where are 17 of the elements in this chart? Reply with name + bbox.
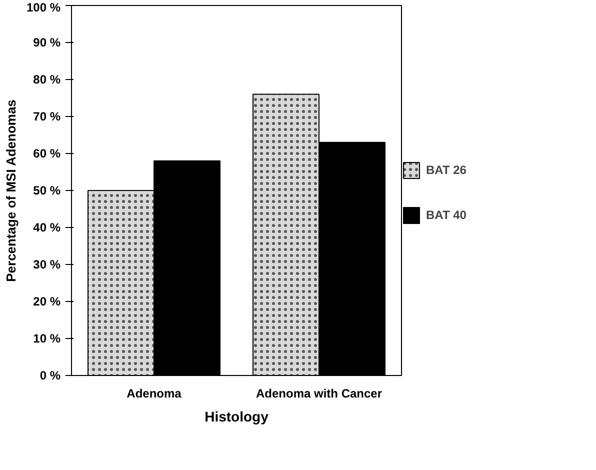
x-tick-label: Adenoma with Cancer [256,386,382,400]
y-tick-label: 90 % [33,36,61,50]
legend-label: BAT 26 [426,163,466,177]
y-tick-label: 40 % [33,220,61,234]
x-axis-title: Histology [204,408,269,424]
y-tick-label: 30 % [33,258,61,272]
y-tick-label: 20 % [33,294,61,308]
y-tick-label: 0 % [40,368,61,382]
x-tick-label: Adenoma [126,386,182,400]
y-tick-label: 70 % [33,110,61,124]
y-tick-label: 10 % [33,332,61,346]
y-tick-label: 50 % [33,184,61,198]
legend-label: BAT 40 [426,208,466,222]
y-tick-label: 100 % [26,0,61,14]
y-tick-label: 60 % [33,146,61,160]
y-axis-title: Percentage of MSI Adenomas [3,100,18,282]
y-tick-label: 80 % [33,72,61,86]
